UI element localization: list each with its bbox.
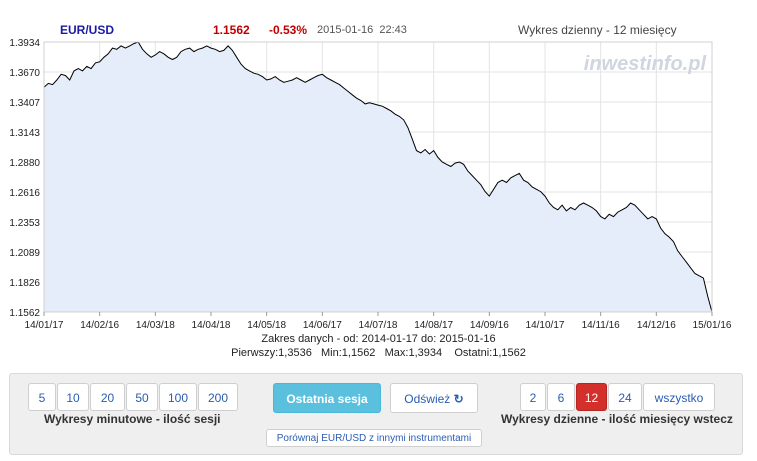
refresh-label: Odśwież (404, 392, 451, 406)
minute-button-10[interactable]: 10 (57, 383, 89, 411)
controls-panel: 5 10 20 50 100 200 Wykresy minutowe - ilość s… (9, 373, 743, 455)
minute-button-200[interactable]: 200 (198, 383, 238, 411)
stat-max: Max:1,3934 (384, 347, 443, 359)
watermark-logo: inwestinfo.pl (584, 53, 707, 75)
price-chart: inwestinfo.pl 1.3934 1.3670 1.3407 1.3143 1.… (9, 38, 732, 331)
refresh-button[interactable]: Odśwież ↻ (390, 383, 478, 413)
y-tick-label: 1.3143 (9, 128, 40, 139)
stats-row: Pierwszy:1,3536 Min:1,1562 Max:1,3934 Os… (0, 347, 757, 359)
y-tick-label: 1.2089 (9, 248, 40, 259)
data-range: Zakres danych - od: 2014-01-17 do: 2015-… (261, 333, 496, 345)
minute-button-100[interactable]: 100 (159, 383, 197, 411)
y-tick-label: 1.1562 (9, 308, 40, 319)
daily-label: Wykresy dzienne - ilość miesięcy wstecz (501, 412, 733, 426)
x-tick-label: 14/09/16 (470, 320, 509, 331)
x-tick-label: 14/12/16 (637, 320, 676, 331)
x-tick-label: 14/11/16 (582, 320, 621, 331)
y-tick-label: 1.3407 (9, 98, 40, 109)
x-tick-label: 14/02/16 (80, 320, 119, 331)
y-tick-label: 1.2616 (9, 188, 40, 199)
x-tick-label: 14/04/18 (192, 320, 231, 331)
y-tick-label: 1.1826 (9, 278, 40, 289)
y-tick-label: 1.3934 (9, 38, 40, 49)
daily-button-6[interactable]: 6 (547, 383, 575, 411)
change-value: -0.53% (269, 23, 308, 37)
x-tick-label: 14/01/17 (25, 320, 64, 331)
minute-button-20[interactable]: 20 (90, 383, 125, 411)
y-tick-label: 1.2880 (9, 158, 40, 169)
datetime-label: 2015-01-16 22:43 (317, 24, 407, 36)
x-tick-label: 14/05/18 (247, 320, 286, 331)
stat-first: Pierwszy:1,3536 (231, 347, 312, 359)
y-tick-label: 1.2353 (9, 218, 40, 229)
chart-period-label: Wykres dzienny - 12 miesięcy (518, 23, 677, 37)
daily-button-2[interactable]: 2 (520, 383, 546, 411)
x-tick-label: 14/10/17 (526, 320, 565, 331)
stat-min: Min:1,1562 (321, 347, 376, 359)
daily-button-wszystko[interactable]: wszystko (643, 383, 715, 411)
x-tick-label: 15/01/16 (693, 320, 732, 331)
x-tick-label: 14/03/18 (136, 320, 175, 331)
price-line (43, 41, 713, 313)
refresh-icon: ↻ (453, 392, 464, 406)
price-area (44, 42, 712, 312)
minute-button-5[interactable]: 5 (28, 383, 56, 411)
x-tick-label: 14/07/18 (359, 320, 398, 331)
price-value: 1.1562 (213, 23, 250, 37)
compare-button[interactable]: Porównaj EUR/USD z innymi instrumentami (266, 429, 482, 447)
y-tick-label: 1.3670 (9, 68, 40, 79)
x-tick-label: 14/08/17 (414, 320, 453, 331)
daily-button-12[interactable]: 12 (576, 383, 607, 411)
symbol-label: EUR/USD (60, 23, 115, 37)
daily-button-24[interactable]: 24 (608, 383, 642, 411)
stat-last: Ostatni:1,1562 (454, 347, 526, 359)
last-session-button[interactable]: Ostatnia sesja (273, 383, 381, 413)
x-tick-label: 14/06/17 (303, 320, 342, 331)
minute-label: Wykresy minutowe - ilość sesji (44, 412, 221, 426)
minute-button-50[interactable]: 50 (126, 383, 158, 411)
